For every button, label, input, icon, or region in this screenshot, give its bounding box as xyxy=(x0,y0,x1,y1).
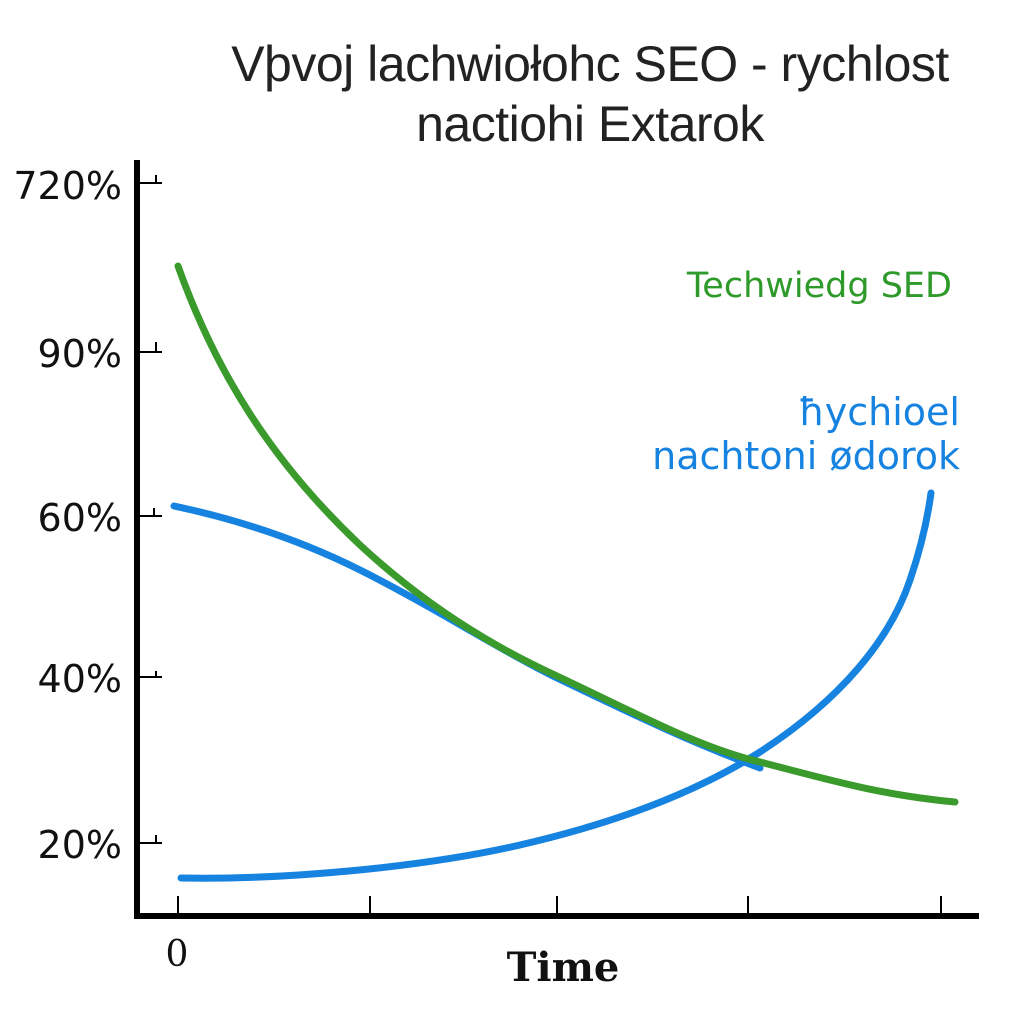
chart-title: Vþvoj lachwiołohc SEO - rychlost nactioh… xyxy=(100,34,1024,154)
series-line-blue-rising xyxy=(177,489,935,882)
y-ticks xyxy=(137,175,162,844)
annotation-blue-line-2: nachtoni ødorok xyxy=(652,434,960,478)
x-ticks xyxy=(177,896,942,914)
annotation-green-series: Techwiedg SED xyxy=(686,266,952,306)
chart-title-line-1: Vþvoj lachwiołohc SEO - rychlost xyxy=(231,36,949,92)
y-tick-label: 90% xyxy=(37,332,122,376)
annotation-blue-line-1: ħychioel xyxy=(798,390,960,434)
y-tick-label: 40% xyxy=(37,657,122,701)
y-tick-label: 20% xyxy=(37,823,122,867)
x-axis-label: Time xyxy=(506,944,620,991)
x-tick-label: 0 xyxy=(165,934,189,975)
chart-title-line-2: nactiohi Extarok xyxy=(416,96,764,152)
y-tick-label: 720% xyxy=(13,164,122,208)
y-tick-label: 60% xyxy=(37,496,122,540)
annotation-blue-series: ħychioel nachtoni ødorok xyxy=(652,390,960,478)
series-line-green xyxy=(174,262,959,806)
